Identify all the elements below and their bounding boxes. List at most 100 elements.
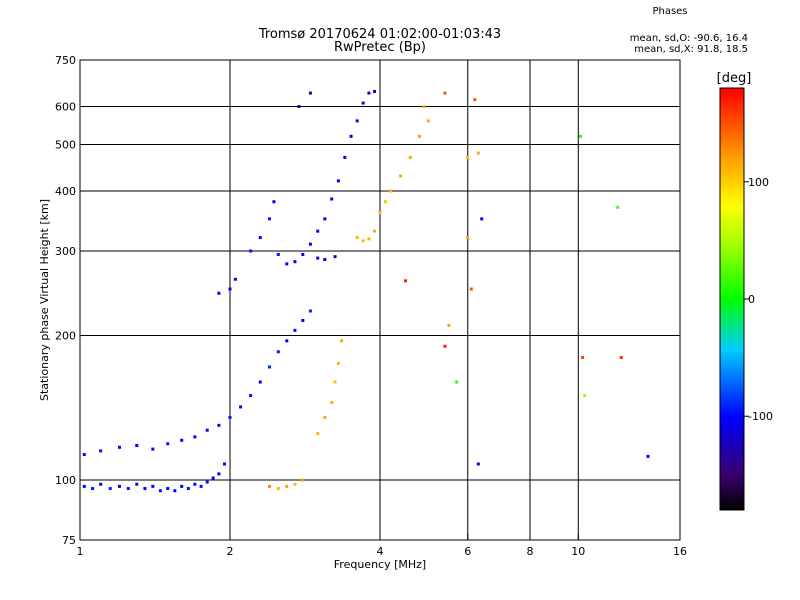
data-point: [293, 260, 297, 264]
y-tick-label: 75: [62, 534, 76, 547]
data-point: [297, 105, 301, 109]
data-point: [158, 489, 162, 493]
data-point: [473, 98, 477, 102]
stats-line-x: mean, sd,X: 91.8, 18.5: [634, 44, 748, 55]
x-tick-label: 6: [464, 545, 471, 558]
data-point: [373, 89, 377, 93]
x-tick-label: 2: [227, 545, 234, 558]
colorbar-ticks: 100 0 -100: [744, 176, 773, 423]
data-point: [403, 279, 407, 283]
data-point: [228, 287, 232, 291]
colorbar-tick-label: 100: [748, 176, 769, 189]
data-point: [336, 361, 340, 365]
data-point: [330, 401, 334, 405]
data-point: [217, 423, 221, 427]
data-point: [367, 237, 371, 241]
data-point: [308, 309, 312, 313]
data-point: [211, 476, 215, 480]
data-point: [616, 205, 620, 209]
series-1: [82, 309, 312, 457]
data-point: [143, 487, 147, 491]
data-point: [443, 91, 447, 95]
colorbar-unit-label: [deg]: [717, 71, 752, 86]
chart-subtitle: RwPretec (Bp): [333, 40, 427, 55]
y-tick-label: 300: [55, 245, 76, 258]
data-point: [316, 229, 320, 233]
data-point: [355, 236, 359, 240]
data-point: [646, 454, 650, 458]
chart-title: Tromsø 20170624 01:02:00-01:03:43: [258, 27, 502, 42]
data-point: [583, 394, 587, 398]
data-point: [199, 484, 203, 488]
y-tick-label: 400: [55, 185, 76, 198]
data-point: [267, 484, 271, 488]
data-point: [117, 445, 121, 449]
x-tick-label: 16: [673, 545, 687, 558]
data-point: [367, 91, 371, 95]
data-point: [301, 318, 305, 322]
data-point: [333, 380, 337, 384]
data-point: [276, 350, 280, 354]
data-point: [383, 200, 387, 204]
stats-line-o: mean, sd,O: -90.6, 16.4: [629, 33, 748, 44]
y-axis-ticks: 75 100 200 300 400 500 600 750: [55, 54, 86, 547]
x-tick-label: 1: [77, 545, 84, 558]
data-point: [276, 487, 280, 491]
colorbar-tick-label: 0: [748, 293, 755, 306]
data-point: [308, 242, 312, 246]
data-point: [205, 428, 209, 432]
y-axis-label: Stationary phase Virtual Height [km]: [38, 199, 51, 401]
data-point: [249, 249, 253, 253]
y-tick-label: 100: [55, 474, 76, 487]
data-point: [361, 239, 365, 243]
data-point: [316, 256, 320, 260]
data-point: [466, 236, 470, 240]
stats-heading: Phases: [652, 6, 688, 17]
data-point: [316, 432, 320, 436]
data-point: [180, 438, 184, 442]
data-point: [173, 489, 177, 493]
series-0: [82, 462, 227, 493]
data-point: [355, 119, 359, 123]
data-point: [373, 229, 377, 233]
x-axis-ticks: 1 2 4 6 8 10 16: [77, 534, 687, 558]
data-point: [117, 484, 121, 488]
data-point: [186, 487, 190, 491]
data-point: [151, 447, 155, 451]
data-point: [455, 380, 459, 384]
data-point: [343, 155, 347, 159]
series-3: [267, 105, 430, 491]
data-point: [476, 462, 480, 466]
data-point: [249, 394, 253, 398]
y-tick-label: 500: [55, 139, 76, 152]
data-point: [389, 189, 393, 193]
data-point: [126, 487, 130, 491]
data-point: [378, 211, 382, 215]
data-point: [581, 355, 585, 359]
data-point: [233, 277, 237, 281]
data-point: [408, 155, 412, 159]
data-point: [180, 484, 184, 488]
data-point: [422, 105, 426, 109]
data-points: [82, 89, 650, 493]
data-point: [301, 478, 305, 482]
data-point: [285, 484, 289, 488]
data-point: [349, 134, 353, 138]
data-point: [361, 101, 365, 105]
data-point: [99, 482, 103, 486]
data-point: [217, 291, 221, 295]
data-point: [166, 487, 170, 491]
data-point: [91, 487, 95, 491]
data-point: [82, 484, 86, 488]
series-4: [403, 91, 650, 466]
data-point: [267, 217, 271, 221]
data-point: [285, 262, 289, 266]
x-tick-label: 8: [527, 545, 534, 558]
data-point: [619, 355, 623, 359]
x-tick-label: 4: [377, 545, 384, 558]
data-point: [193, 435, 197, 439]
data-point: [399, 174, 403, 178]
data-point: [293, 328, 297, 332]
